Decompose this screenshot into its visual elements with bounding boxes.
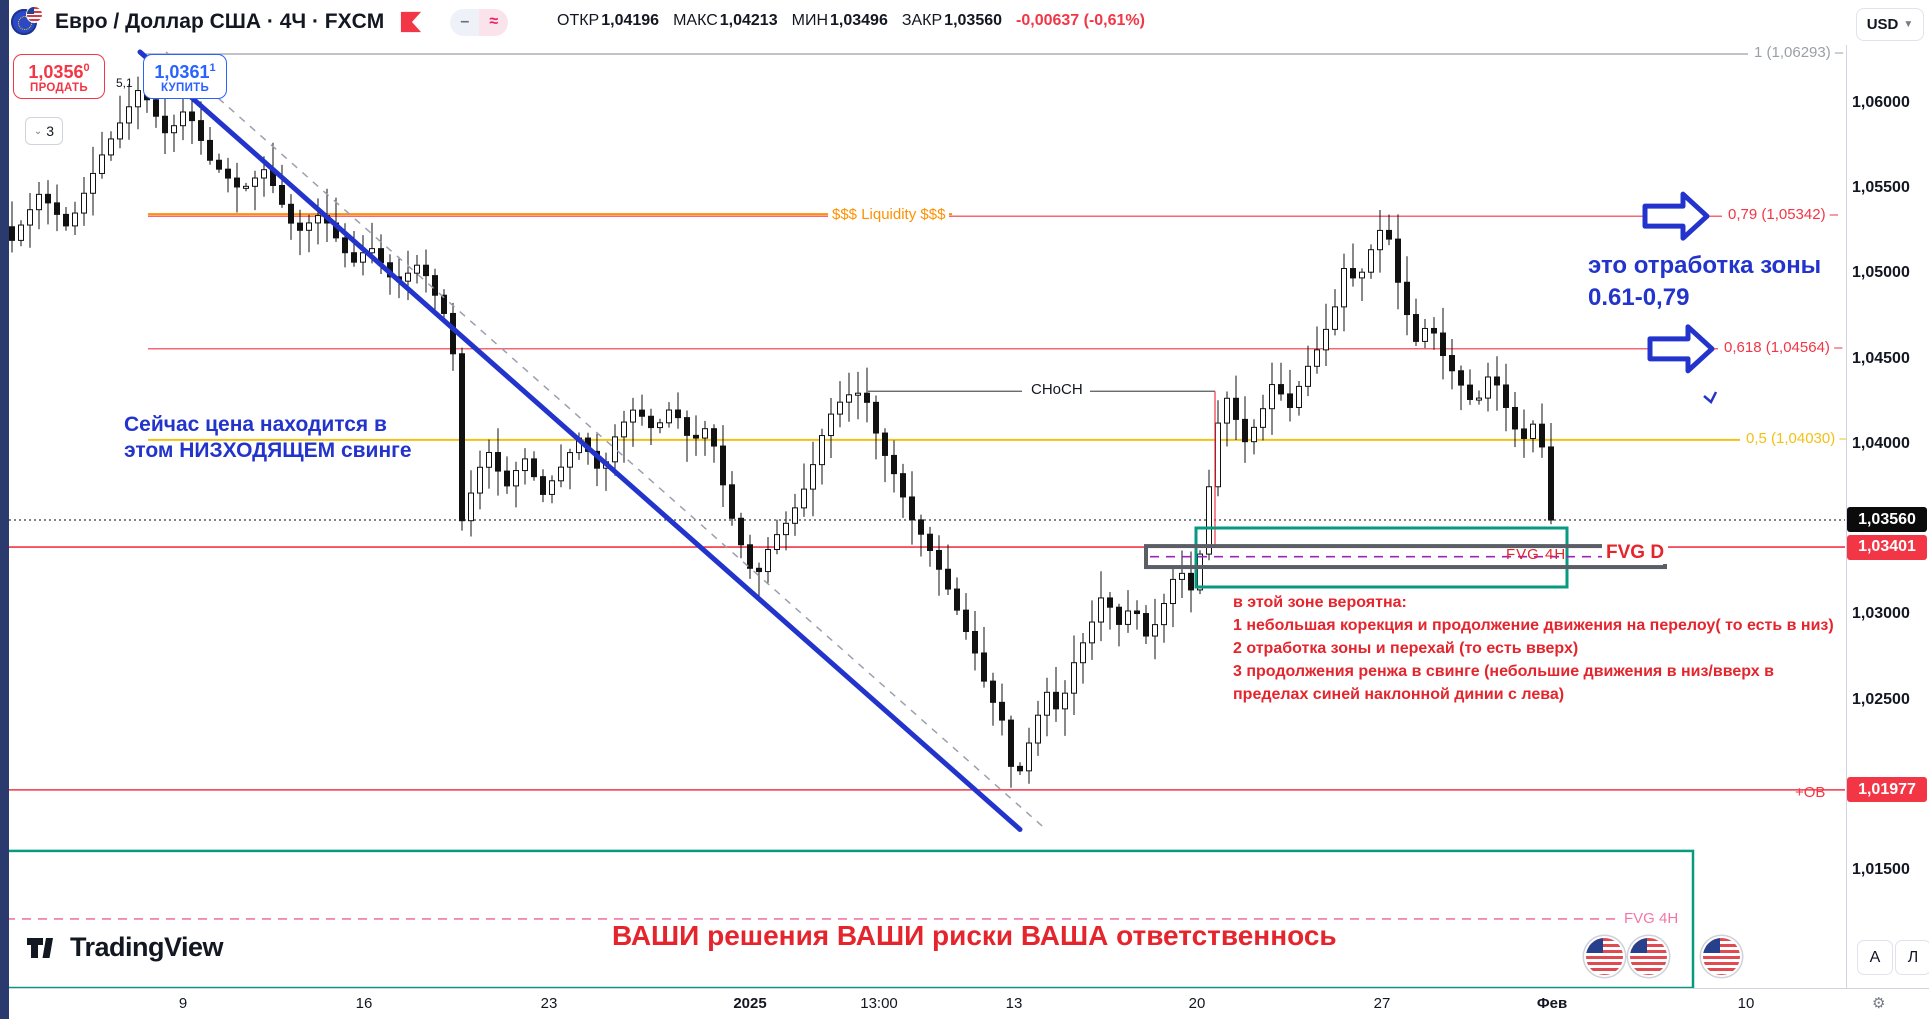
choch-label: CHoCH — [1026, 381, 1088, 398]
chart-header: Евро / Доллар США · 4Ч · FXCM – ≈ ОТКР 1,… — [9, 0, 1929, 45]
scenario-note: в этой зоне вероятна: 1 небольшая корекци… — [1233, 594, 1834, 703]
time-axis-label: 23 — [540, 995, 558, 1012]
right-arrow-icon — [1647, 324, 1715, 374]
low-label: МИН — [791, 12, 828, 29]
tradingview-logo-text: TradingView — [70, 931, 224, 962]
price-badge: 1,03560 — [1847, 507, 1927, 533]
time-axis-label: 13 — [1005, 995, 1023, 1012]
flag-icon[interactable] — [1703, 938, 1740, 975]
price-axis-label: 1,05000 — [1852, 264, 1910, 282]
time-axis-label: 2025 — [733, 995, 767, 1012]
trendline[interactable] — [137, 49, 1023, 832]
us-flag-icon — [27, 7, 42, 22]
close-label: ЗАКР — [901, 12, 943, 29]
open-value: 1,04196 — [601, 12, 660, 29]
fib-05-label: 0,5 (1,04030) – — [1746, 429, 1848, 447]
swing-note: Сейчас цена находится в этом НИЗХОДЯЩЕМ с… — [124, 413, 412, 462]
right-arrow-icon — [1642, 191, 1710, 241]
price-badge: 1,03401 — [1847, 534, 1927, 560]
price-axis-label: 1,01500 — [1852, 861, 1910, 879]
buy-price-sup: 1 — [209, 62, 216, 74]
left-edge-strip — [0, 0, 9, 1019]
sell-label: ПРОДАТЬ — [30, 82, 88, 94]
flag-icon[interactable] — [1586, 938, 1623, 975]
sell-price-sup: 0 — [83, 62, 90, 74]
flag-icon[interactable] — [1630, 938, 1667, 975]
fib-1-label: 1 (1,06293) – — [1754, 44, 1844, 62]
fvg-4h-box[interactable] — [1194, 526, 1569, 589]
order-block-label: +OB — [1795, 784, 1826, 801]
font-a-button[interactable]: А — [1857, 940, 1893, 975]
change-value: -0,00637 (-0,61%) — [1016, 12, 1145, 29]
high-value: 1,04213 — [719, 12, 778, 29]
bars-count-value: 3 — [46, 123, 55, 139]
tradingview-logo-icon — [27, 938, 53, 958]
time-axis-label: 16 — [355, 995, 373, 1012]
price-axis-label: 1,02500 — [1852, 690, 1910, 708]
time-axis-label: Фев — [1536, 995, 1568, 1012]
time-axis-label: 10 — [1737, 995, 1755, 1012]
sell-button[interactable]: 1,03560 ПРОДАТЬ — [13, 54, 105, 99]
bid-ask-toggle[interactable]: – ≈ — [450, 8, 509, 36]
fvg-d-label: FVG D — [1602, 542, 1669, 564]
price-axis-label: 1,05500 — [1852, 179, 1910, 197]
toggle-dash[interactable]: – — [450, 8, 480, 36]
small-blue-mark — [1703, 391, 1718, 404]
symbol-title[interactable]: Евро / Доллар США · 4Ч · FXCM — [55, 10, 385, 33]
tradingview-logo[interactable]: TradingView — [24, 929, 224, 965]
buy-button[interactable]: 1,03611 КУПИТЬ — [143, 54, 227, 99]
time-axis-label: 13:00 — [860, 995, 898, 1012]
spread-value: 5,1 — [116, 76, 133, 90]
price-axis-label: 1,04500 — [1852, 349, 1910, 367]
bars-count-chip[interactable]: ⌄ 3 — [25, 117, 63, 145]
fib-0618-label: 0,618 (1,04564) – — [1724, 338, 1843, 356]
fvg-4h-label: FVG 4H — [1506, 546, 1567, 563]
time-axis-label: 9 — [178, 995, 188, 1012]
currency-selector-button[interactable]: USD ▼ — [1856, 8, 1924, 41]
gear-icon[interactable]: ⚙ — [1872, 995, 1886, 1012]
buy-label: КУПИТЬ — [160, 82, 210, 94]
disclaimer-text: ВАШИ решения ВАШИ риски ВАША ответственн… — [612, 920, 1337, 951]
time-axis-label: 27 — [1373, 995, 1391, 1012]
close-value: 1,03560 — [944, 12, 1003, 29]
fib-079-label: 0,79 (1,05342) – — [1728, 206, 1839, 224]
open-label: ОТКР — [557, 12, 600, 29]
flag-bookmark-icon[interactable] — [400, 10, 422, 34]
toggle-approx[interactable]: ≈ — [479, 8, 509, 36]
liquidity-label: $$$ Liquidity $$$ — [828, 206, 950, 223]
fvg-4h-bottom-label: FVG 4H — [1624, 910, 1679, 927]
currency-label: USD — [1866, 16, 1899, 33]
time-axis-label: 20 — [1188, 995, 1206, 1012]
high-label: МАКС — [673, 12, 718, 29]
eurusd-pair-icon — [11, 7, 45, 37]
low-value: 1,03496 — [830, 12, 888, 29]
price-axis-label: 1,04000 — [1852, 434, 1910, 452]
price-badge: 1,01977 — [1847, 777, 1927, 803]
price-axis-label: 1,06000 — [1852, 93, 1910, 111]
time-axis[interactable] — [9, 988, 1929, 1019]
zone-workout-note: это отработка зоны 0.61-0,79 — [1588, 252, 1822, 311]
buy-price: 1,0361 — [154, 62, 210, 82]
font-l-button[interactable]: Л — [1895, 940, 1929, 975]
ohlc-readout: ОТКР 1,04196 МАКС 1,04213 МИН 1,03496 ЗАКР 1… — [557, 12, 1145, 30]
price-axis-label: 1,03000 — [1852, 605, 1910, 623]
chevron-down-icon: ⌄ — [33, 125, 43, 137]
chevron-down-icon: ▼ — [1903, 19, 1914, 30]
sell-price: 1,0356 — [28, 62, 84, 82]
